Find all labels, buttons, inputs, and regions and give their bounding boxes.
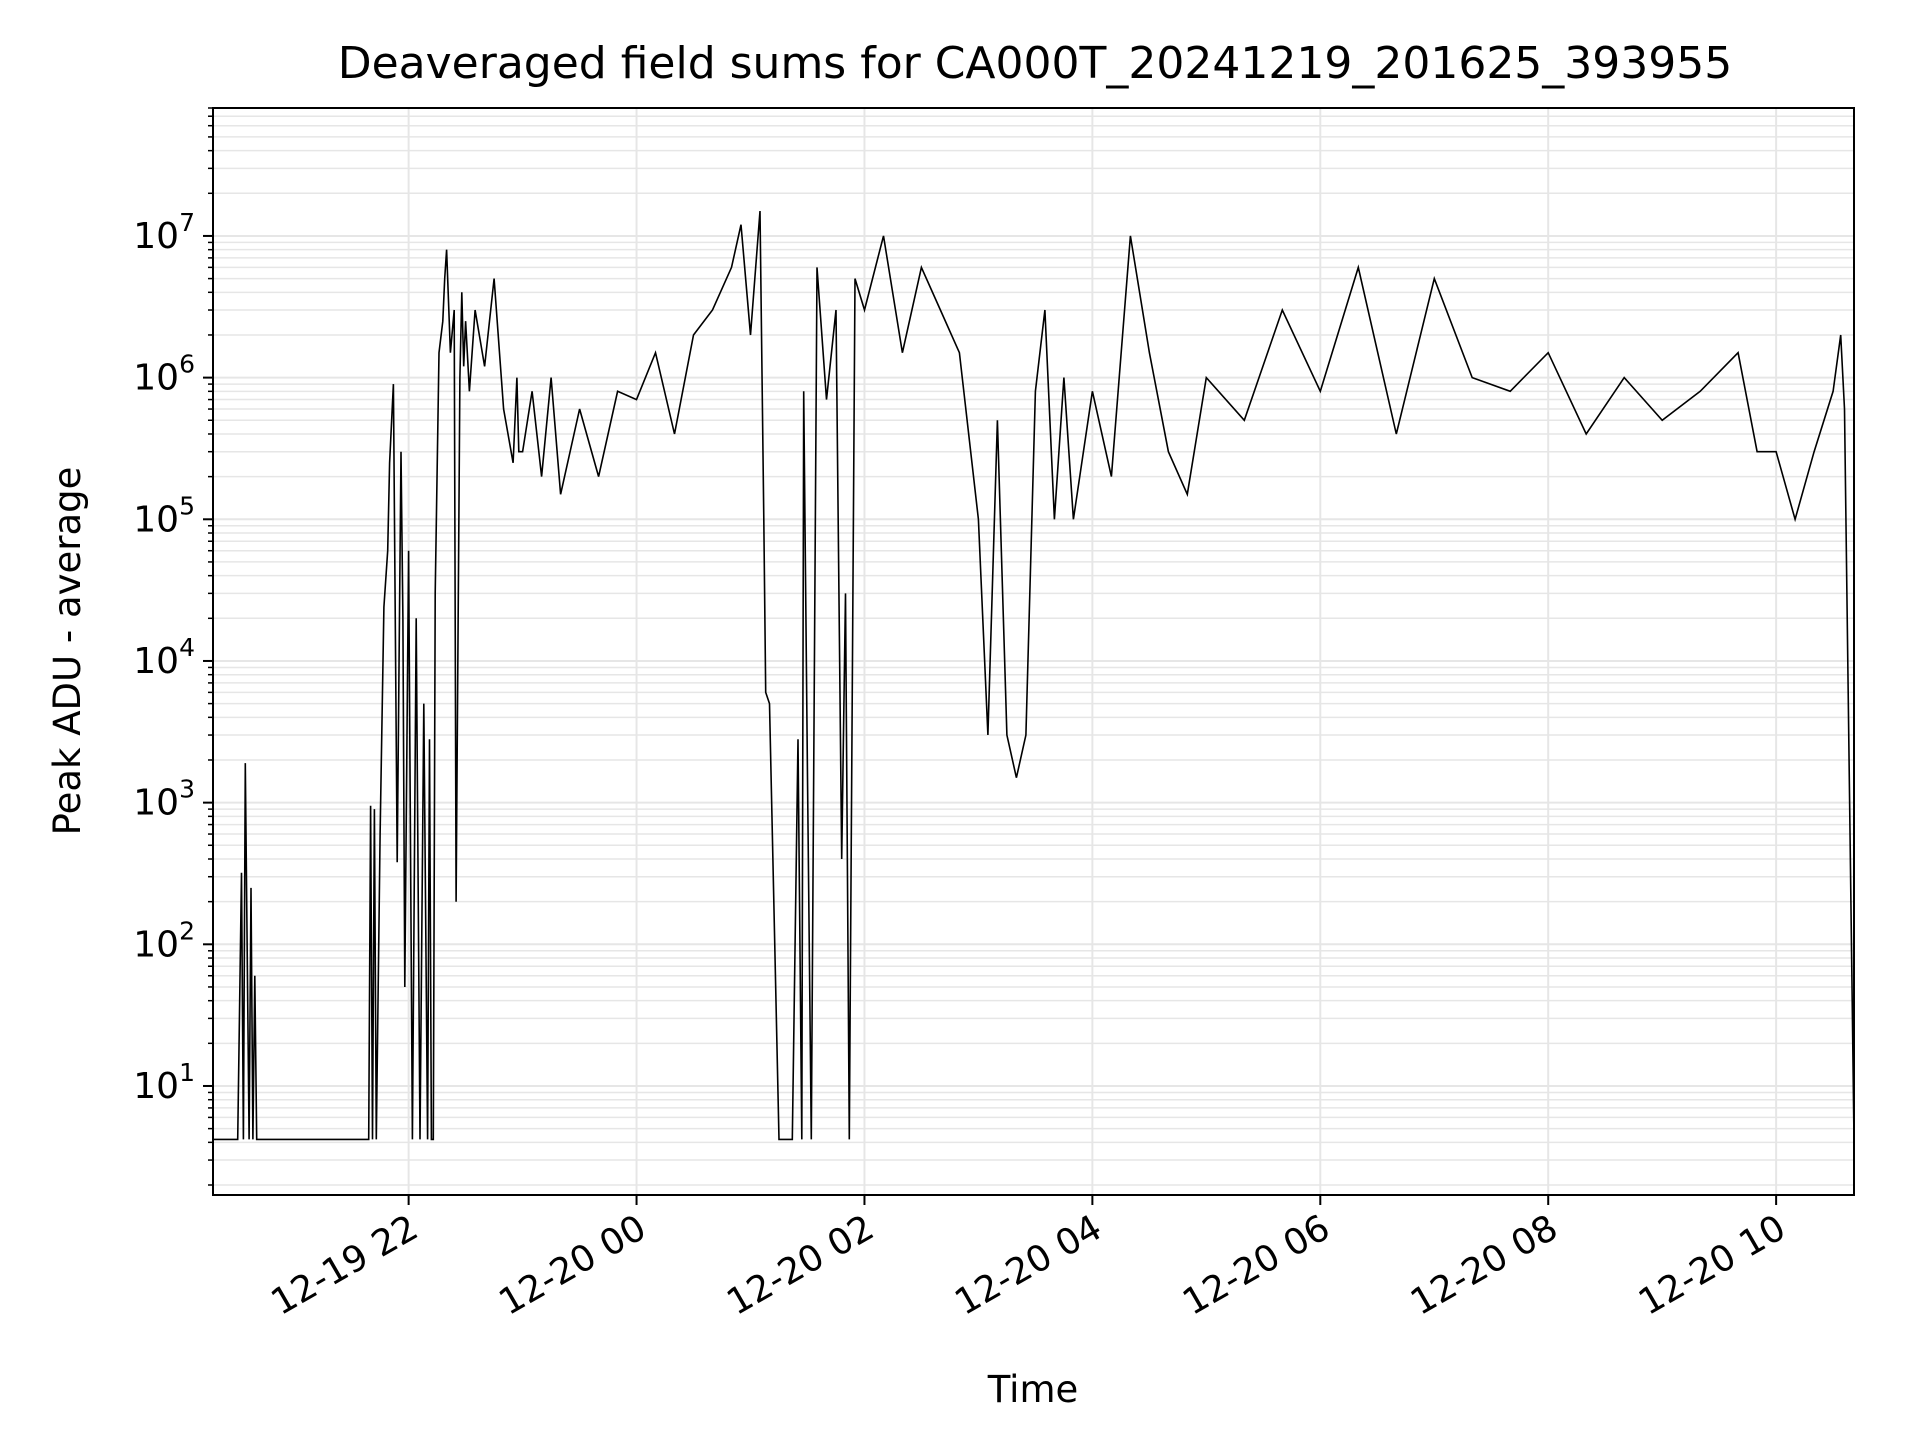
y-tick-label-base: 10	[133, 358, 179, 399]
series-group	[213, 210, 1855, 1141]
series-line	[213, 210, 1855, 1141]
y-tick-label-exponent: 5	[179, 491, 195, 520]
y-axis-label: Peak ADU - average	[46, 467, 89, 836]
y-tick-label-exponent: 4	[179, 633, 195, 662]
y-tick-label-exponent: 6	[179, 350, 195, 379]
y-tick-label-exponent: 1	[179, 1058, 195, 1087]
y-tick-label-base: 10	[133, 924, 179, 965]
y-tick-label-exponent: 2	[179, 916, 195, 945]
grid-major	[213, 108, 1854, 1195]
y-tick-label-base: 10	[133, 1066, 179, 1107]
grid-minor	[213, 107, 1854, 1186]
y-tick-label: 104	[133, 633, 195, 682]
y-tick-label: 105	[133, 491, 195, 540]
y-tick-label-base: 10	[133, 216, 179, 257]
y-tick-label: 106	[133, 350, 195, 399]
chart-title: Deaveraged field sums for CA000T_2024121…	[338, 38, 1733, 89]
y-tick-label: 101	[133, 1058, 195, 1107]
y-tick-label: 107	[133, 208, 195, 257]
y-tick-label-base: 10	[133, 783, 179, 824]
plot-frame	[212, 107, 1855, 1196]
y-tick-label: 103	[133, 775, 195, 824]
y-tick-label-base: 10	[133, 499, 179, 540]
y-tick-label-base: 10	[133, 641, 179, 682]
y-tick-label: 102	[133, 916, 195, 965]
x-axis-label: Time	[987, 1368, 1079, 1411]
y-tick-label-exponent: 3	[179, 775, 195, 804]
y-tick-label-exponent: 7	[179, 208, 195, 237]
